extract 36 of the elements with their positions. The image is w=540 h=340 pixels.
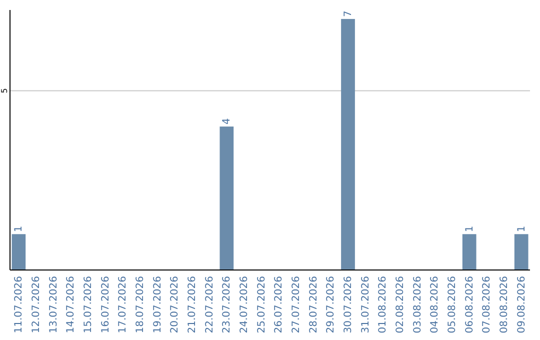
x-tick-label: 22.07.2026 [204,276,216,334]
x-tick-label: 03.08.2026 [412,276,424,334]
x-tick-label: 16.07.2026 [100,276,112,334]
x-tick-label: 05.08.2026 [447,276,458,334]
x-tick-label: 14.07.2026 [66,276,77,334]
y-tick-label: 5 [0,88,9,94]
x-tick-label: 13.07.2026 [48,276,60,334]
x-tick-label: 09.08.2026 [516,276,528,334]
x-tick-label: 06.08.2026 [464,276,476,334]
data-label: 1 [516,226,528,232]
x-tick-label: 15.07.2026 [83,276,94,334]
x-tick-label: 11.07.2026 [14,276,25,334]
x-tick-label: 28.07.2026 [308,276,320,334]
data-label: 1 [14,226,25,232]
x-tick-label: 01.08.2026 [378,276,389,334]
x-tick-label: 23.07.2026 [222,276,233,334]
x-tick-label: 31.07.2026 [360,276,372,334]
x-tick-label: 21.07.2026 [187,276,198,334]
x-tick-label: 29.07.2026 [326,276,337,334]
x-tick-label: 17.07.2026 [118,276,129,334]
x-tick-label: 18.07.2026 [135,276,146,334]
x-tick-label: 02.08.2026 [395,276,406,334]
x-tick-label: 08.08.2026 [499,276,510,334]
data-label: 7 [343,10,354,17]
x-tick-label: 25.07.2026 [256,276,268,334]
data-label: 1 [464,226,476,232]
x-tick-label: 26.07.2026 [274,276,285,334]
x-tick-label: 27.07.2026 [291,276,302,334]
x-tick-label: 04.08.2026 [430,276,441,334]
x-tick-label: 30.07.2026 [343,276,354,334]
x-tick-label: 07.08.2026 [482,276,493,334]
data-label: 4 [222,118,233,125]
x-tick-label: 24.07.2026 [239,276,250,334]
x-tick-label: 12.07.2026 [31,276,42,334]
x-tick-label: 19.07.2026 [152,276,164,334]
x-tick-label: 20.07.2026 [170,276,181,334]
